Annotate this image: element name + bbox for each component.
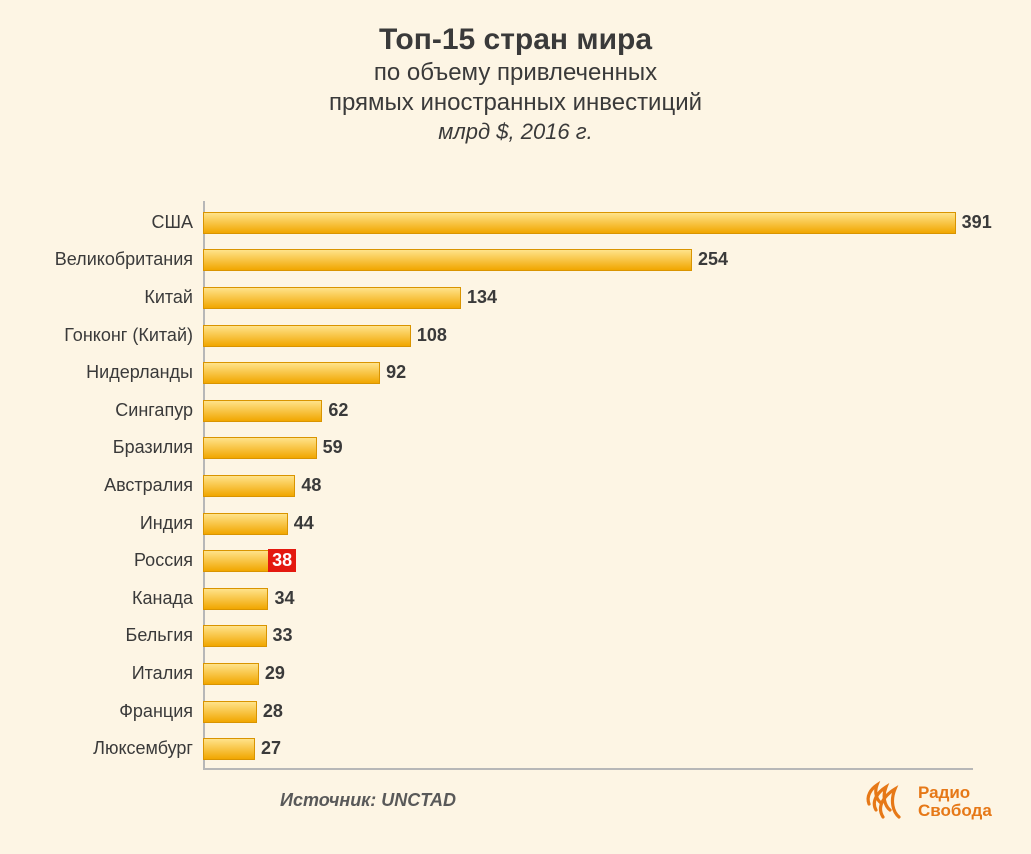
bar-row: Италия29 (203, 655, 973, 693)
bar-row: Великобритания254 (203, 242, 973, 280)
bar (203, 663, 259, 685)
radio-svoboda-logo: Радио Свобода (850, 770, 920, 835)
bar-row: Бразилия59 (203, 430, 973, 468)
logo-text-line1: Радио (918, 783, 970, 802)
category-label: Франция (119, 701, 203, 722)
value-label: 48 (301, 475, 321, 496)
value-label: 27 (261, 738, 281, 759)
bar (203, 437, 317, 459)
bar-row: Франция28 (203, 693, 973, 731)
value-label: 134 (467, 287, 497, 308)
value-label: 254 (698, 249, 728, 270)
category-label: Великобритания (55, 249, 203, 270)
bar (203, 249, 692, 271)
category-label: Бразилия (113, 437, 203, 458)
category-label: Гонконг (Китай) (64, 325, 203, 346)
chart-title: Топ-15 стран мира (0, 22, 1031, 58)
category-label: Бельгия (126, 625, 203, 646)
bar-row: Бельгия33 (203, 618, 973, 656)
category-label: США (151, 212, 203, 233)
bar (203, 325, 411, 347)
bar-row: Сингапур62 (203, 392, 973, 430)
value-label: 92 (386, 362, 406, 383)
flame-icon (850, 770, 920, 830)
value-label: 33 (273, 625, 293, 646)
bar-row: Австралия48 (203, 467, 973, 505)
chart-subtitle-line2: прямых иностранных инвестиций (0, 88, 1031, 118)
category-label: Италия (132, 663, 203, 684)
bar (203, 701, 257, 723)
bar-row: США391 (203, 204, 973, 242)
bar (203, 625, 267, 647)
bar (203, 287, 461, 309)
bar (203, 400, 322, 422)
logo-text-line2: Свобода (918, 801, 992, 820)
category-label: Индия (140, 513, 203, 534)
category-label: Китай (144, 287, 203, 308)
bar-row: Китай134 (203, 279, 973, 317)
bar (203, 588, 268, 610)
chart-subtitle-unit: млрд $, 2016 г. (0, 118, 1031, 146)
category-label: Канада (132, 588, 203, 609)
plot-area: США391Великобритания254Китай134Гонконг (… (203, 201, 973, 770)
value-label: 391 (962, 212, 992, 233)
bar-row: Канада34 (203, 580, 973, 618)
bar (203, 212, 956, 234)
category-label: Люксембург (93, 738, 203, 759)
bar (203, 550, 276, 572)
value-label: 108 (417, 325, 447, 346)
bar (203, 362, 380, 384)
bar (203, 738, 255, 760)
category-label: Австралия (104, 475, 203, 496)
bar-row: Нидерланды92 (203, 354, 973, 392)
category-label: Россия (134, 550, 203, 571)
source-label: Источник: UNCTAD (280, 790, 456, 811)
value-label: 44 (294, 513, 314, 534)
chart-titles: Топ-15 стран мира по объему привлеченных… (0, 22, 1031, 146)
bar-row: Индия44 (203, 505, 973, 543)
bar-row: Люксембург27 (203, 730, 973, 768)
value-label: 62 (328, 400, 348, 421)
value-label: 29 (265, 663, 285, 684)
logo-text: Радио Свобода (918, 784, 992, 820)
bar-row: Гонконг (Китай)108 (203, 317, 973, 355)
bar-row: Россия38 (203, 542, 973, 580)
value-label: 38 (268, 549, 296, 572)
chart-subtitle-line1: по объему привлеченных (0, 58, 1031, 88)
value-label: 28 (263, 701, 283, 722)
bar (203, 513, 288, 535)
chart-canvas: Топ-15 стран мира по объему привлеченных… (0, 0, 1031, 854)
category-label: Нидерланды (86, 362, 203, 383)
value-label: 34 (274, 588, 294, 609)
bar (203, 475, 295, 497)
value-label: 59 (323, 437, 343, 458)
category-label: Сингапур (115, 400, 203, 421)
